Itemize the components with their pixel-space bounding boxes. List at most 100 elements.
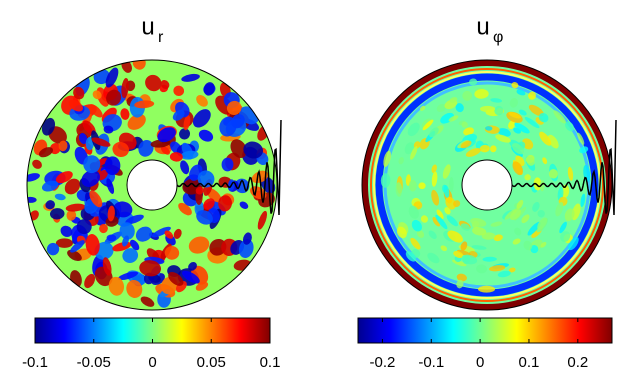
field-blob	[511, 143, 525, 155]
field-blob	[396, 226, 407, 239]
field-blob	[127, 113, 146, 130]
field-blob	[89, 104, 103, 118]
field-blob	[456, 279, 464, 289]
field-blob	[542, 157, 548, 165]
field-blob	[160, 80, 170, 89]
field-blob	[164, 246, 180, 260]
field-blob	[64, 178, 81, 195]
field-blob	[465, 147, 481, 157]
field-blob	[178, 202, 192, 216]
field-blob	[469, 78, 478, 86]
field-blob	[106, 178, 115, 194]
field	[27, 60, 277, 310]
field-blob	[527, 221, 541, 236]
field-ring	[375, 73, 599, 297]
field-blob	[398, 157, 404, 165]
chart-title-subscript: φ	[493, 29, 503, 46]
field-blob	[429, 127, 439, 138]
field-blob	[78, 133, 88, 145]
field-blob	[226, 100, 242, 115]
field-blob	[120, 108, 130, 120]
field-blob	[198, 129, 214, 142]
field-blob	[568, 236, 579, 251]
field-blob	[431, 189, 440, 206]
field-blob	[537, 217, 548, 230]
field-blob	[192, 109, 211, 128]
field-blob	[511, 82, 519, 89]
field-blob	[497, 270, 511, 278]
field-blob	[242, 232, 252, 245]
chart-title: u	[141, 13, 154, 40]
field-blob	[463, 127, 474, 136]
field-blob	[443, 184, 450, 198]
field-blob	[157, 127, 176, 143]
field-blob	[108, 276, 125, 296]
colorbar-tick-label: 0.1	[260, 354, 281, 371]
field-blob	[66, 209, 77, 221]
field-blob	[530, 245, 539, 254]
field-blob	[416, 230, 425, 238]
field-blob	[526, 156, 535, 166]
field-blob	[187, 184, 197, 193]
field-blob	[559, 221, 567, 234]
field-blob	[105, 67, 119, 88]
field-blob	[448, 115, 459, 122]
field-blob	[455, 103, 464, 113]
field-blob	[173, 228, 182, 239]
field-blob	[41, 180, 59, 192]
colorbar	[34, 317, 271, 344]
field-blob	[60, 225, 73, 237]
field-blob	[444, 207, 451, 215]
field-blob	[91, 137, 111, 147]
field-blob	[560, 231, 571, 242]
field-blob	[188, 261, 197, 271]
colorbar-tick-label: 0.05	[197, 354, 226, 371]
field-blob	[238, 239, 254, 258]
chart-title: u	[476, 13, 489, 40]
field-blob	[54, 193, 66, 201]
field-blob	[410, 237, 421, 250]
field-blob	[548, 169, 558, 179]
field-blob	[173, 85, 185, 96]
field-blob	[495, 134, 511, 143]
field-blob	[107, 205, 115, 222]
field-blob	[106, 89, 122, 106]
field-blob	[474, 89, 489, 99]
field-blob	[65, 203, 86, 212]
field-blob	[490, 145, 497, 153]
field-blob	[432, 216, 441, 227]
field-blob	[489, 265, 506, 272]
field-blob	[168, 272, 184, 286]
field-blob	[99, 223, 108, 234]
field-blob	[121, 77, 129, 98]
field-blob	[380, 173, 391, 188]
field-blob	[431, 171, 438, 187]
field-blob	[243, 141, 264, 159]
field-blob	[580, 193, 586, 208]
field-blob	[449, 176, 454, 193]
field-blob	[472, 227, 487, 236]
field-blob	[494, 105, 504, 116]
colorbar-tick-label: -0.1	[22, 354, 48, 371]
field-blob	[521, 214, 530, 224]
field-blob	[418, 182, 426, 190]
field-blob	[422, 119, 434, 131]
field-blob	[195, 281, 209, 291]
field-blob	[493, 234, 503, 242]
field-blob	[431, 164, 437, 173]
field-blob	[46, 242, 60, 256]
field-blob	[460, 223, 471, 231]
field-blob	[461, 254, 478, 265]
field-blob	[436, 103, 447, 113]
field-blob	[179, 128, 191, 140]
field-blob	[106, 234, 117, 242]
field-blob	[195, 186, 204, 195]
field-blob	[183, 114, 191, 131]
field-blob	[538, 112, 549, 123]
field-blob	[49, 208, 65, 220]
field-blob	[440, 245, 448, 252]
field-blob	[132, 60, 146, 70]
field-blob	[239, 201, 249, 209]
field-blob	[140, 296, 155, 307]
field-blob	[203, 82, 215, 96]
